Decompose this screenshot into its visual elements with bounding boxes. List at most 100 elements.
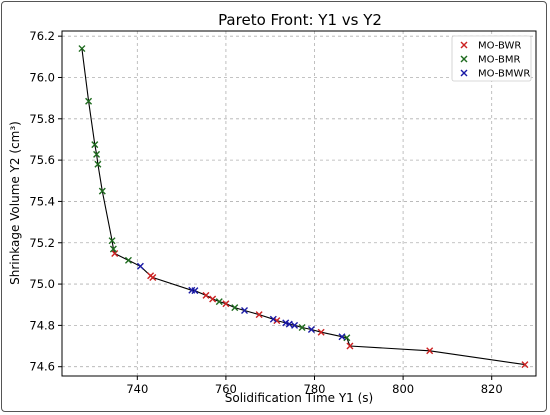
marker-stroke [338, 333, 346, 341]
point-mo-bwr [149, 273, 157, 281]
point-mo-bmr [215, 298, 223, 306]
y-tick-label: 74.6 [29, 360, 55, 374]
point-mo-bmr [109, 245, 117, 253]
legend: MO-BWR MO-BMR MO-BMWR [451, 35, 532, 82]
point-mo-bwr [317, 328, 325, 336]
marker-stroke [222, 300, 230, 308]
marker-stroke [209, 295, 217, 303]
marker-stroke [285, 320, 293, 328]
marker-stroke [307, 326, 315, 334]
legend-item-mo-bmwr: MO-BMWR [460, 69, 530, 80]
point-mo-bmr [124, 256, 132, 264]
point-mo-bwr [255, 311, 263, 319]
marker-stroke [460, 55, 468, 63]
point-mo-bmwr [191, 287, 199, 295]
y-tick-label: 75.6 [29, 153, 55, 167]
point-mo-bmwr [241, 307, 249, 315]
x-tick-label: 780 [304, 382, 326, 396]
point-mo-bmr [78, 45, 86, 53]
point-mo-bmwr [285, 320, 293, 328]
marker-stroke [108, 237, 116, 245]
y-axis-label: Shrinkage Volume Y2 (cm³) [8, 121, 22, 285]
pareto-front-line [81, 48, 525, 366]
y-tick-label: 75.0 [29, 277, 55, 291]
point-mo-bmr [93, 150, 101, 158]
y-tick-label: 75.8 [29, 112, 55, 126]
marker-stroke [85, 97, 93, 105]
y-tick-label: 75.2 [29, 236, 55, 250]
point-mo-bmwr [136, 262, 144, 270]
point-mo-bmwr [291, 321, 299, 329]
legend-box [451, 35, 532, 82]
marker-stroke [136, 262, 144, 270]
marker-stroke [94, 160, 102, 168]
point-mo-bwr [273, 317, 281, 325]
point-mo-bmr [298, 323, 306, 331]
marker-stroke [215, 298, 223, 306]
x-tick-label: 800 [392, 382, 414, 396]
point-mo-bmr [231, 304, 239, 312]
marker-stroke [78, 45, 86, 53]
point-mo-bwr [222, 300, 230, 308]
marker-stroke [241, 307, 249, 315]
marker-stroke [269, 315, 277, 323]
grid [62, 31, 536, 376]
point-mo-bmwr [269, 315, 277, 323]
marker-stroke [149, 273, 157, 281]
point-mo-bmwr [338, 333, 346, 341]
marker-stroke [202, 291, 210, 299]
point-mo-bmr [91, 141, 99, 149]
legend-item-mo-bwr: MO-BWR [460, 41, 521, 52]
axis-ticks: 740 760 780 800 820 74.6 74.8 75.0 75.2 75.4 75.6 7… [29, 29, 502, 396]
x-axis-label: Solidification Time Y1 (s) [225, 391, 373, 405]
chart-title: Pareto Front: Y1 vs Y2 [218, 11, 382, 29]
marker-stroke [91, 141, 99, 149]
marker-stroke [282, 319, 290, 327]
y-tick-label: 74.8 [29, 318, 55, 332]
y-tick-label: 75.4 [29, 194, 55, 208]
marker-stroke [93, 150, 101, 158]
marker-stroke [346, 342, 354, 350]
marker-stroke [273, 317, 281, 325]
point-mo-bwr [426, 347, 434, 355]
point-mo-bwr [202, 291, 210, 299]
legend-marker [460, 69, 468, 77]
marker-layer [78, 45, 529, 369]
marker-stroke [460, 69, 468, 77]
marker-stroke [109, 245, 117, 253]
marker-stroke [188, 286, 196, 294]
x-tick-label: 760 [215, 382, 237, 396]
point-mo-bmr [98, 187, 106, 195]
legend-marker [460, 55, 468, 63]
legend-marker [460, 41, 468, 49]
marker-stroke [255, 311, 263, 319]
legend-label: MO-BMR [478, 55, 521, 66]
marker-stroke [521, 361, 529, 369]
marker-stroke [291, 321, 299, 329]
plot-area-border [61, 30, 537, 377]
marker-stroke [426, 347, 434, 355]
x-tick-label: 820 [481, 382, 503, 396]
marker-stroke [191, 287, 199, 295]
y-tick-label: 76.0 [29, 70, 55, 84]
point-mo-bwr [521, 361, 529, 369]
marker-stroke [298, 323, 306, 331]
point-mo-bmr [94, 160, 102, 168]
x-tick-label: 740 [126, 382, 148, 396]
legend-label: MO-BMWR [478, 69, 530, 80]
y-tick-label: 76.2 [29, 29, 55, 43]
marker-stroke [124, 256, 132, 264]
marker-stroke [98, 187, 106, 195]
point-mo-bmr [108, 237, 116, 245]
legend-label: MO-BWR [478, 41, 521, 52]
point-mo-bmr [85, 97, 93, 105]
point-mo-bwr [209, 295, 217, 303]
front-line-layer [81, 48, 525, 366]
legend-item-mo-bmr: MO-BMR [460, 55, 521, 66]
marker-stroke [317, 328, 325, 336]
point-mo-bmwr [307, 326, 315, 334]
point-mo-bwr [346, 342, 354, 350]
marker-stroke [460, 41, 468, 49]
marker-stroke [231, 304, 239, 312]
